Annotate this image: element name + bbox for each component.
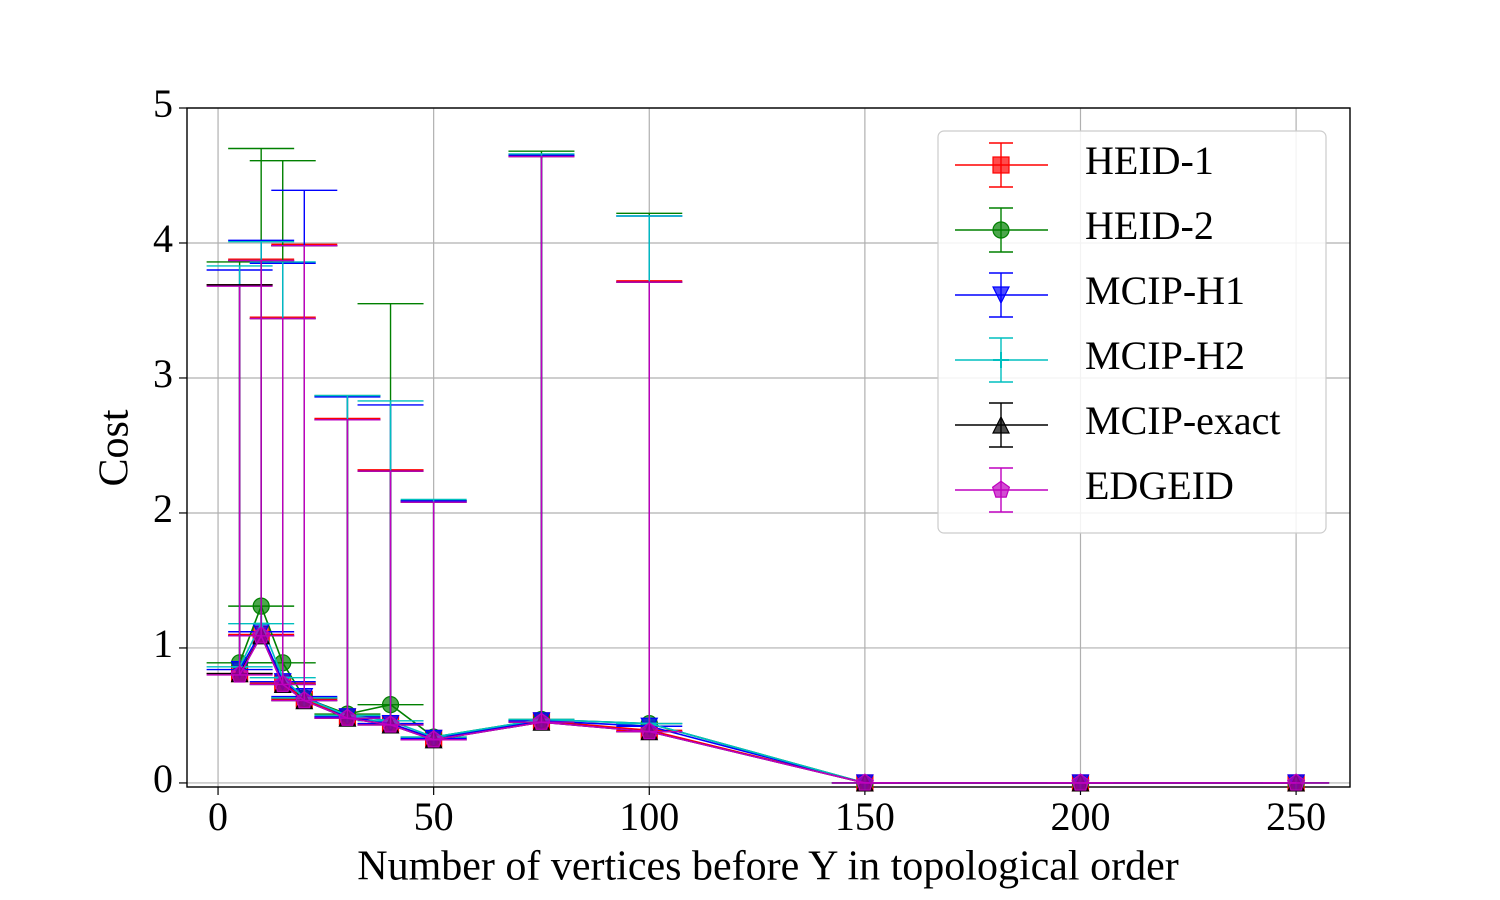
legend-marker [992,415,1010,434]
legend-marker [993,352,1009,368]
marker [295,691,314,709]
error-bar [616,281,683,733]
error-bar [357,470,424,726]
legend-label: MCIP-H2 [1085,333,1245,378]
y-tick-label: 3 [153,351,173,396]
marker [230,665,249,683]
marker [424,730,443,748]
x-tick-label: 0 [208,794,228,839]
x-tick-label: 100 [619,794,679,839]
error-bar [314,419,381,719]
marker [855,773,874,791]
error-bar [508,155,575,723]
y-tick-label: 4 [153,216,173,261]
legend-label: EDGEID [1085,463,1234,508]
marker [381,715,400,733]
marker [532,712,551,730]
y-tick-label: 2 [153,486,173,531]
marker [252,626,271,644]
x-tick-label: 50 [414,794,454,839]
y-tick-label: 0 [153,756,173,801]
legend-label: MCIP-H1 [1085,268,1245,313]
marker [273,674,292,693]
legend-label: MCIP-exact [1085,398,1281,443]
x-axis-label: Number of vertices before Y in topologic… [357,844,1178,890]
legend-marker [991,480,1011,498]
marker [1287,773,1306,791]
x-tick-label: 150 [835,794,895,839]
legend-label: HEID-2 [1085,203,1214,248]
y-axis-label: Cost [92,409,138,486]
marker [640,722,659,740]
plot-frame [186,107,1351,788]
series-line [238,634,1297,784]
y-tick-label: 1 [153,621,173,666]
error-bar [206,285,273,676]
marker [1071,773,1090,791]
legend-box [937,130,1327,534]
x-tick-label: 200 [1050,794,1110,839]
marker [338,708,357,726]
y-tick-label: 5 [153,81,173,126]
legend-marker [992,221,1010,239]
legend-label: HEID-1 [1085,138,1214,183]
legend-marker [992,286,1010,305]
x-tick-label: 250 [1266,794,1326,839]
legend-marker [992,156,1010,174]
